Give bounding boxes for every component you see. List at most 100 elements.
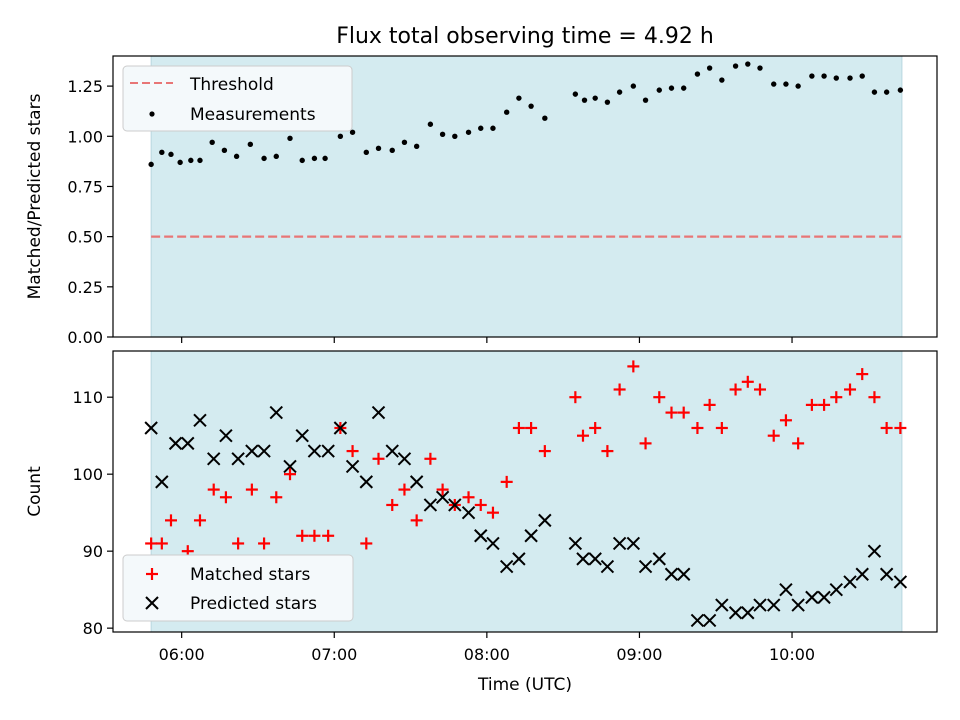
measurement-point <box>188 157 194 164</box>
predicted-star-point <box>512 552 526 566</box>
matched-star-point <box>386 498 399 511</box>
measurement-point <box>542 115 548 121</box>
predicted-star-point <box>231 452 245 466</box>
measurement-point <box>694 71 701 77</box>
matched-star-point <box>792 437 805 450</box>
measurement-point <box>745 61 751 67</box>
measurement-point <box>581 97 588 103</box>
measurement-point <box>809 73 815 79</box>
matched-star-point <box>245 483 258 496</box>
matched-star-point <box>856 368 869 381</box>
measurement-point <box>247 141 254 148</box>
y-tick-label: 100 <box>72 465 103 484</box>
measurement-point <box>795 83 801 89</box>
measurement-point <box>572 91 579 97</box>
measurement-point <box>401 139 408 146</box>
measurement-point <box>732 63 739 69</box>
matched-star-point <box>741 375 754 388</box>
measurement-point <box>642 97 649 103</box>
y-tick-label: 110 <box>72 388 103 407</box>
count-panel: 80 90 100 110 06:00 07:00 08:00 09:00 10:00 Cou… <box>25 350 938 695</box>
matched-star-point <box>486 506 499 519</box>
matched-star-point <box>767 429 780 442</box>
measurement-point <box>389 147 395 154</box>
predicted-star-point <box>817 590 831 605</box>
predicted-star-point <box>576 552 590 566</box>
ratio-panel: 0.00 0.25 0.50 0.75 1.00 1.25 Matched/Predict… <box>25 55 938 347</box>
predicted-star-point <box>219 428 233 443</box>
predicted-star-point <box>767 598 781 612</box>
matched-star-point <box>830 391 843 404</box>
matched-star-point <box>576 429 589 442</box>
measurement-point <box>668 85 675 91</box>
predicted-star-point <box>779 582 793 597</box>
measurement-point <box>322 155 328 162</box>
predicted-star-point <box>155 475 169 489</box>
measurement-point <box>168 151 174 158</box>
predicted-star-point <box>893 575 908 589</box>
matched-star-point <box>868 391 881 404</box>
predicted-star-point <box>538 513 552 528</box>
measurement-point <box>771 81 777 87</box>
predicted-star-point <box>690 613 705 628</box>
predicted-star-point <box>805 590 819 605</box>
matched-star-point <box>525 421 538 434</box>
measurement-point <box>503 109 510 115</box>
matched-star-point <box>880 421 893 434</box>
measurement-point <box>821 73 827 79</box>
matched-star-point <box>500 475 513 488</box>
x-tick-label: 06:00 <box>159 645 205 664</box>
legend-measurements-swatch <box>149 111 155 117</box>
predicted-star-point <box>741 606 755 620</box>
predicted-star-point <box>371 405 386 420</box>
matched-star-point <box>155 537 168 550</box>
matched-star-point <box>639 437 652 450</box>
matched-star-point <box>145 537 158 550</box>
predicted-star-point <box>245 444 259 458</box>
matched-star-point <box>424 452 437 465</box>
matched-star-point <box>818 398 831 411</box>
ratio-legend: Threshold Measurements <box>122 65 353 132</box>
count-legend-box <box>122 554 354 622</box>
legend-measurements-label: Measurements <box>190 105 316 125</box>
count-legend: Matched stars Predicted stars <box>122 554 354 622</box>
predicted-star-point <box>181 436 195 451</box>
measurement-point <box>833 75 839 81</box>
measurement-point <box>783 81 789 87</box>
predicted-star-point <box>664 567 679 581</box>
predicted-star-point <box>702 613 717 628</box>
measurement-point <box>209 139 215 146</box>
legend-matched-label: Matched stars <box>190 565 310 585</box>
matched-star-point <box>613 383 626 396</box>
predicted-star-point <box>321 444 335 458</box>
predicted-star-point <box>168 436 183 451</box>
measurement-point <box>616 89 623 95</box>
predicted-star-point <box>397 452 412 466</box>
matched-star-point <box>346 445 359 458</box>
matched-star-point <box>410 514 423 527</box>
matched-star-point <box>703 398 716 411</box>
predicted-star-point <box>307 444 322 458</box>
matched-star-point <box>894 421 907 434</box>
predicted-star-point <box>448 498 462 512</box>
matched-star-point <box>164 514 177 527</box>
predicted-star-point <box>791 598 805 612</box>
measurement-point <box>273 153 279 160</box>
matched-star-point <box>729 383 742 396</box>
measurement-point <box>261 155 267 162</box>
y-tick-label: 0.25 <box>67 278 103 297</box>
predicted-star-point <box>855 567 869 581</box>
measurement-point <box>719 77 725 83</box>
matched-star-point <box>258 537 271 550</box>
predicted-star-point <box>283 459 297 474</box>
measurement-point <box>197 157 203 164</box>
predicted-star-point <box>207 452 221 466</box>
measurement-point <box>604 99 611 105</box>
x-tick-label: 09:00 <box>616 645 662 664</box>
predicted-star-point <box>385 444 399 458</box>
matched-star-point <box>232 537 245 550</box>
predicted-star-point <box>295 428 309 443</box>
y-tick-label: 0.00 <box>67 328 103 347</box>
measurement-point <box>311 155 318 162</box>
measurement-point <box>592 95 598 101</box>
